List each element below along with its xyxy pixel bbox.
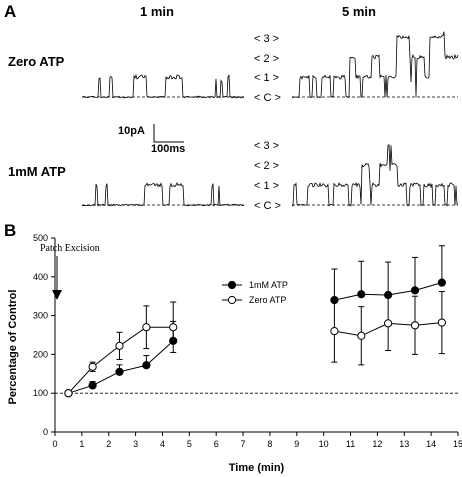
legend-1mm-atp-marker [227, 280, 237, 290]
x-tick-label: 9 [294, 439, 299, 449]
x-tick-label: 2 [106, 439, 111, 449]
x-tick-label: 4 [160, 439, 165, 449]
series-zero-atp-point [410, 321, 420, 330]
series-zero-atp-point [384, 319, 393, 328]
series-zero-atp-point [142, 323, 151, 332]
x-tick-label: 6 [214, 439, 219, 449]
y-tick-label: 0 [43, 427, 48, 437]
row-label-1mm-atp: 1mM ATP [8, 164, 66, 179]
series-1mm-atp-point [410, 286, 420, 295]
x-axis-label: Time (min) [229, 462, 285, 474]
series-zero-atp-point [169, 323, 178, 332]
series-zero-atp-point [357, 331, 366, 340]
level-label-c-top: < C > [254, 92, 281, 104]
level-label-3-top: < 3 > [254, 33, 279, 45]
x-tick-label: 15 [453, 439, 462, 449]
y-axis-label: Percentage of Control [7, 290, 19, 405]
series-1mm-atp-point [115, 367, 124, 376]
level-label-2-bottom: < 2 > [254, 160, 279, 172]
column-header-1min: 1 min [140, 4, 174, 19]
series-zero-atp-point [437, 318, 446, 327]
panel-a-label: A [4, 2, 16, 21]
trace-1mm-atp-1min [81, 182, 245, 207]
level-label-3-bottom: < 3 > [254, 140, 279, 152]
level-label-2-top: < 2 > [254, 53, 279, 65]
series-1mm-atp-point [142, 361, 151, 370]
x-tick-label: 8 [267, 439, 272, 449]
y-tick-label: 300 [33, 311, 48, 321]
y-tick-label: 100 [33, 388, 48, 398]
trace-zero-atp-1min [81, 73, 245, 99]
patch-excision-arrowhead [52, 290, 62, 300]
row-label-zero-atp: Zero ATP [8, 54, 65, 69]
x-tick-label: 5 [187, 439, 192, 449]
y-tick-label: 400 [33, 272, 48, 282]
column-header-5min: 5 min [342, 4, 376, 19]
series-1mm-atp-point [357, 290, 366, 299]
level-label-1-bottom: < 1 > [254, 180, 279, 192]
series-1mm-atp-point [437, 278, 446, 287]
scale-bar-time-label: 100ms [151, 143, 185, 155]
trace-zero-atp-5min [291, 31, 459, 99]
level-label-1-top: < 1 > [254, 72, 279, 84]
x-tick-label: 12 [372, 439, 382, 449]
trace-1mm-atp-5min [291, 144, 459, 207]
series-zero-atp-line [68, 326, 174, 394]
series-1mm-atp-point [88, 381, 97, 390]
series-zero-atp-point [115, 341, 124, 350]
panel-b-label: B [4, 221, 16, 240]
patch-excision-annotation: Patch Excision [40, 243, 100, 254]
x-tick-label: 1 [79, 439, 84, 449]
series-zero-atp-point [330, 327, 339, 336]
scale-bar [153, 124, 184, 143]
series-zero-atp-point [88, 362, 97, 371]
legend-zero-atp-marker [227, 295, 237, 305]
y-tick-label: 200 [33, 349, 48, 359]
series-zero-atp-point [64, 389, 73, 398]
x-tick-label: 0 [52, 439, 57, 449]
level-label-c-bottom: < C > [254, 200, 281, 212]
y-tick-label: 500 [33, 233, 48, 243]
x-tick-label: 14 [426, 439, 436, 449]
x-tick-label: 10 [319, 439, 329, 449]
scale-bar-current-label: 10pA [118, 125, 145, 137]
x-tick-label: 11 [346, 439, 355, 449]
legend-1mm-atp-label: 1mM ATP [249, 280, 288, 290]
legend-zero-atp-label: Zero ATP [249, 295, 286, 305]
x-tick-label: 13 [399, 439, 409, 449]
x-tick-label: 7 [241, 439, 246, 449]
x-tick-label: 3 [133, 439, 138, 449]
